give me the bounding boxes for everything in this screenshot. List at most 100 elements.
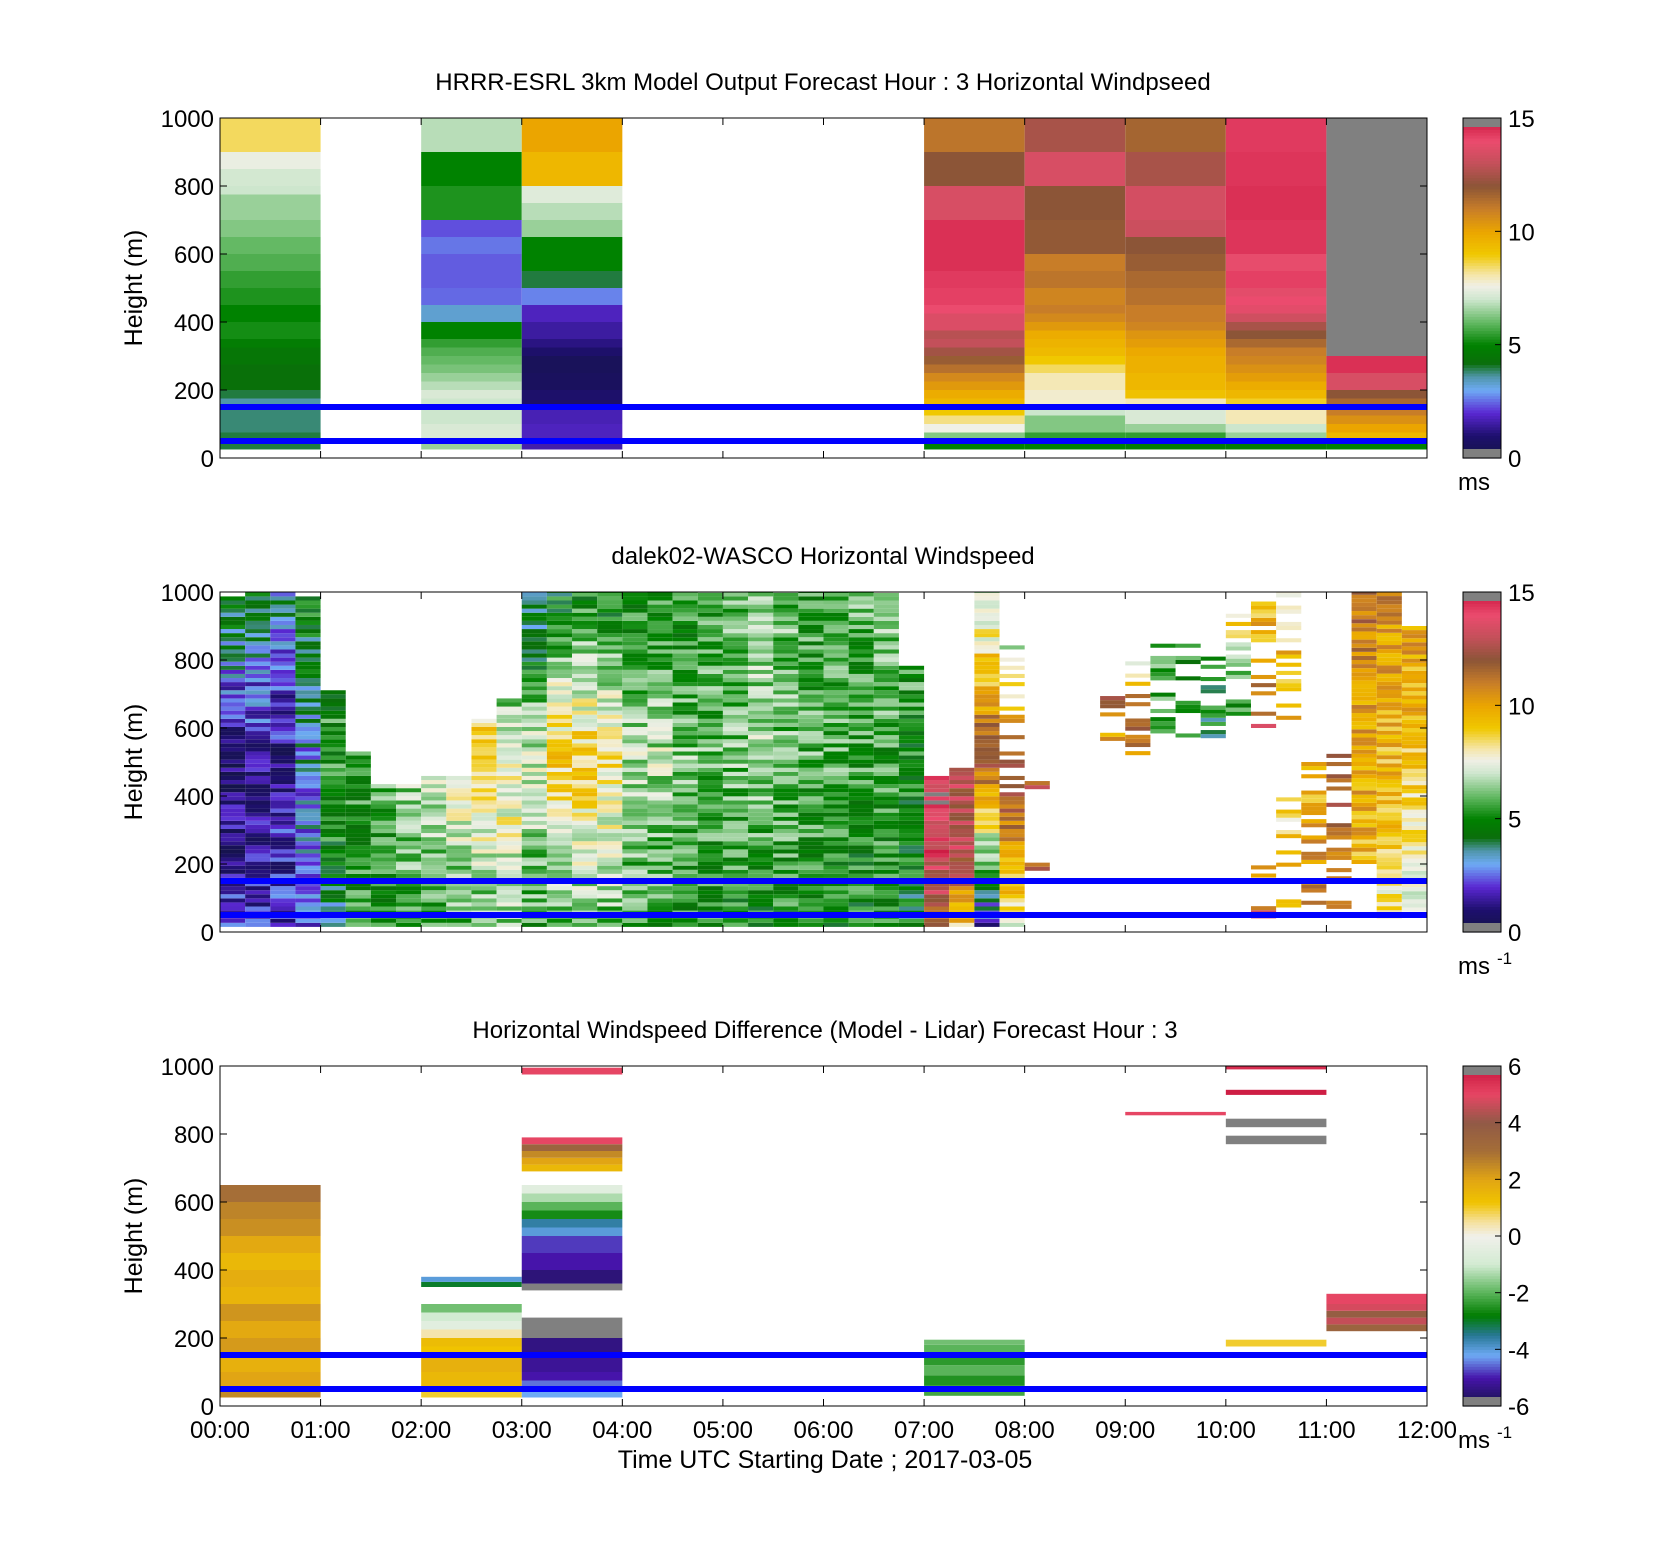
lidar-cell — [572, 686, 598, 691]
lidar-cell — [798, 857, 824, 862]
x-tick-label: 08:00 — [995, 1417, 1055, 1444]
lidar-cell — [396, 865, 422, 870]
lidar-cell — [521, 800, 547, 805]
lidar-cell — [270, 706, 296, 711]
lidar-cell — [320, 702, 346, 707]
lidar-cell — [421, 922, 447, 927]
lidar-cell — [798, 784, 824, 789]
lidar-cell — [521, 665, 547, 670]
lidar-cell — [647, 673, 673, 679]
lidar-cell — [446, 816, 472, 821]
lidar-cell — [1376, 706, 1402, 711]
colorbar-swatch — [1463, 864, 1501, 868]
colorbar-swatch — [1463, 1105, 1501, 1110]
lidar-cell — [722, 759, 749, 764]
lidar-cell — [597, 661, 623, 666]
colorbar-swatch — [1463, 906, 1501, 910]
lidar-cell — [697, 780, 723, 785]
lidar-cell — [220, 661, 246, 666]
lidar-cell — [1376, 812, 1402, 817]
colorbar-swatch — [1463, 1210, 1501, 1214]
lidar-cell — [1401, 658, 1427, 663]
lidar-cell — [622, 731, 648, 736]
lidar-cell — [873, 645, 899, 650]
lidar-cell — [898, 747, 925, 752]
lidar-cell — [546, 890, 573, 895]
lidar-cell — [697, 669, 723, 674]
lidar-cell — [521, 771, 547, 776]
heatmap-cell — [521, 1227, 623, 1236]
colorbar-swatch — [1463, 1363, 1501, 1367]
lidar-cell — [848, 620, 874, 625]
lidar-cell — [873, 661, 899, 666]
lidar-cell — [1401, 646, 1427, 651]
lidar-cell — [722, 649, 749, 654]
colorbar-swatch — [1463, 1083, 1501, 1087]
lidar-cell — [421, 824, 447, 829]
lidar-cell — [572, 886, 598, 891]
lidar-cell — [748, 865, 774, 870]
lidar-cell — [748, 620, 774, 625]
lidar-cell — [848, 841, 874, 846]
colorbar-swatch — [1463, 231, 1501, 235]
lidar-cell — [1125, 673, 1151, 678]
lidar-cell — [496, 906, 522, 911]
lidar-cell — [370, 812, 397, 817]
lidar-cell — [471, 894, 497, 899]
heatmap-cell — [521, 407, 623, 424]
lidar-cell — [1150, 672, 1176, 677]
lidar-cell — [421, 837, 447, 842]
lidar-cell — [1376, 893, 1402, 898]
lidar-cell — [270, 918, 296, 923]
lidar-cell — [949, 837, 975, 842]
colorbar-swatch — [1463, 1335, 1501, 1339]
colorbar-swatch — [1463, 657, 1501, 661]
lidar-cell — [295, 796, 321, 801]
lidar-cell — [546, 600, 573, 605]
lidar-cell — [823, 608, 849, 613]
lidar-cell — [647, 755, 673, 760]
lidar-cell — [974, 629, 1000, 634]
lidar-cell — [974, 812, 1000, 817]
lidar-cell — [823, 833, 849, 838]
lidar-cell — [521, 698, 547, 703]
lidar-cell — [295, 698, 321, 703]
heatmap-cell — [521, 339, 623, 348]
lidar-cell — [1250, 601, 1277, 606]
lidar-cell — [848, 665, 874, 670]
lidar-cell — [722, 780, 749, 785]
lidar-cell — [622, 743, 648, 748]
lidar-cell — [949, 833, 975, 838]
lidar-cell — [898, 755, 925, 760]
lidar-cell — [245, 873, 271, 878]
colorbar-swatch — [1463, 702, 1501, 706]
colorbar-swatch — [1463, 375, 1501, 380]
lidar-cell — [622, 678, 648, 683]
colorbar-swatch — [1463, 373, 1501, 377]
lidar-cell — [773, 678, 799, 683]
lidar-cell — [672, 849, 698, 854]
lidar-cell — [220, 702, 246, 707]
lidar-cell — [597, 780, 623, 785]
lidar-cell — [245, 633, 271, 638]
lidar-cell — [1351, 823, 1377, 828]
lidar-cell — [622, 653, 648, 658]
lidar-cell — [848, 763, 874, 768]
lidar-cell — [572, 898, 598, 903]
lidar-cell — [974, 592, 1000, 597]
lidar-cell — [270, 841, 296, 846]
lidar-cell — [521, 624, 547, 630]
lidar-cell — [873, 629, 899, 634]
lidar-cell — [521, 726, 547, 732]
heatmap-cell — [1225, 424, 1327, 433]
lidar-cell — [823, 820, 849, 825]
lidar-cell — [1200, 730, 1226, 735]
heatmap-cell — [924, 186, 1025, 220]
lidar-cell — [572, 902, 598, 907]
colorbar-swatch — [1463, 174, 1501, 179]
lidar-cell — [1351, 627, 1377, 632]
lidar-cell — [672, 616, 698, 621]
lidar-cell — [572, 629, 598, 634]
lidar-cell — [672, 698, 698, 703]
lidar-cell — [270, 837, 296, 842]
